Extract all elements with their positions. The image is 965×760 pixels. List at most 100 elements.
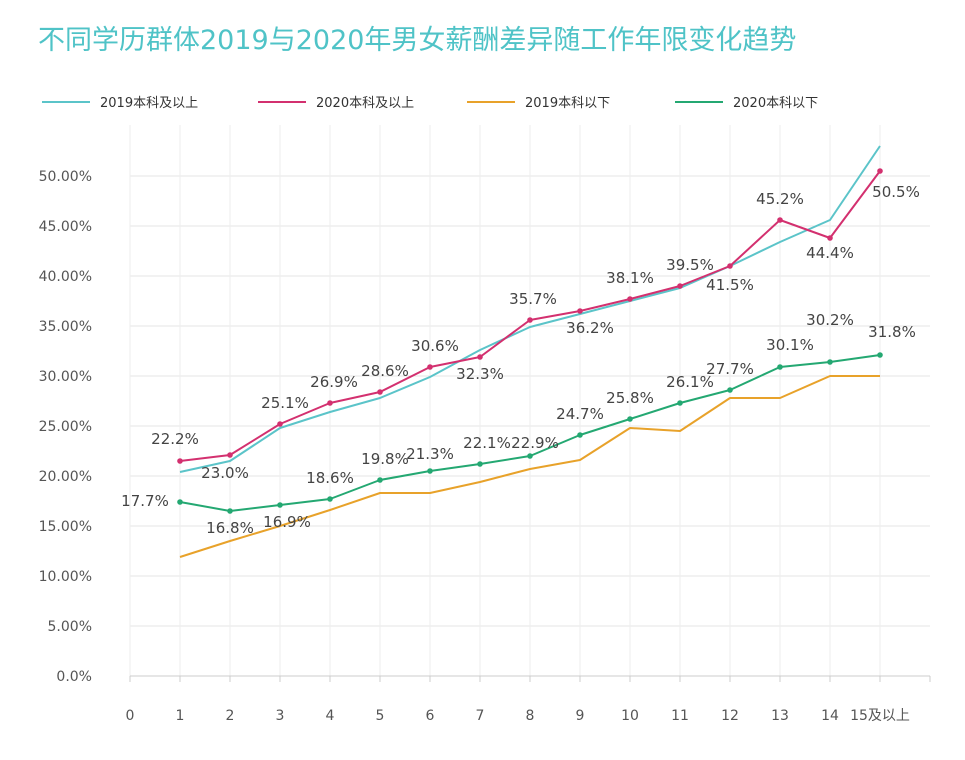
y-tick-label: 35.00% — [39, 319, 92, 335]
data-point — [477, 461, 483, 467]
x-tick-label: 1 — [176, 708, 185, 724]
x-tick-label: 12 — [721, 708, 739, 724]
data-point — [527, 317, 533, 323]
data-point — [177, 458, 183, 464]
data-label: 26.9% — [310, 373, 358, 391]
y-tick-label: 20.00% — [39, 469, 92, 485]
series-line-1 — [179, 145, 881, 473]
data-point — [677, 283, 683, 289]
legend-label: 2020本科及以上 — [316, 96, 414, 111]
data-label: 23.0% — [201, 464, 249, 482]
x-tick-label: 13 — [771, 708, 789, 724]
data-label: 50.5% — [872, 183, 920, 201]
x-axis-ticks: 0 1 2 3 4 5 6 7 8 9 10 11 12 13 14 15及以上 — [126, 708, 910, 724]
y-tick-label: 50.00% — [39, 169, 92, 185]
data-label: 16.8% — [206, 519, 254, 537]
data-point — [427, 364, 433, 370]
data-label: 21.3% — [406, 445, 454, 463]
data-point — [177, 499, 183, 505]
data-point — [827, 235, 833, 241]
x-tick-label: 15及以上 — [850, 708, 910, 724]
x-tick-label: 14 — [821, 708, 839, 724]
x-tick-label: 6 — [426, 708, 435, 724]
data-point — [377, 389, 383, 395]
data-point — [777, 217, 783, 223]
data-label: 18.6% — [306, 469, 354, 487]
data-point — [477, 354, 483, 360]
data-label: 26.1% — [666, 373, 714, 391]
data-label: 22.1% — [463, 434, 511, 452]
data-point — [627, 416, 633, 422]
data-label: 17.7% — [121, 492, 169, 510]
data-label: 22.2% — [151, 430, 199, 448]
data-label: 32.3% — [456, 365, 504, 383]
data-point — [427, 468, 433, 474]
data-label: 30.1% — [766, 336, 814, 354]
data-point — [877, 168, 883, 174]
data-point — [727, 263, 733, 269]
y-tick-label: 40.00% — [39, 269, 92, 285]
data-point — [327, 496, 333, 502]
chart-title: 不同学历群体2019与2020年男女薪酬差异随工作年限变化趋势 — [38, 25, 797, 56]
data-label: 30.6% — [411, 337, 459, 355]
x-tick-label: 3 — [276, 708, 285, 724]
data-point — [827, 359, 833, 365]
x-tick-label: 4 — [326, 708, 335, 724]
x-tick-label: 10 — [621, 708, 639, 724]
data-point — [277, 502, 283, 508]
y-tick-label: 25.00% — [39, 419, 92, 435]
y-axis-ticks: 0.0% 5.00% 10.00% 15.00% 20.00% 25.00% 30.00% 3… — [39, 169, 92, 685]
data-label: 28.6% — [361, 362, 409, 380]
data-point — [627, 296, 633, 302]
data-label: 25.8% — [606, 389, 654, 407]
data-point — [777, 364, 783, 370]
data-point — [227, 508, 233, 514]
data-label: 16.9% — [263, 513, 311, 531]
legend-label: 2020本科以下 — [733, 96, 818, 111]
data-point — [277, 421, 283, 427]
y-tick-label: 15.00% — [39, 519, 92, 535]
data-label: 30.2% — [806, 311, 854, 329]
series-line-3 — [179, 375, 880, 558]
x-tick-label: 11 — [671, 708, 689, 724]
x-tick-label: 8 — [526, 708, 535, 724]
data-label: 38.1% — [606, 269, 654, 287]
x-tick-label: 0 — [126, 708, 135, 724]
data-label: 41.5% — [706, 276, 754, 294]
data-point — [677, 400, 683, 406]
y-tick-label: 45.00% — [39, 219, 92, 235]
y-tick-label: 0.0% — [56, 669, 92, 685]
legend: 2019本科及以上 2020本科及以上 2019本科以下 2020本科以下 — [42, 96, 818, 111]
data-point — [577, 308, 583, 314]
data-label: 44.4% — [806, 244, 854, 262]
series-markers — [177, 168, 883, 514]
x-tick-label: 7 — [476, 708, 485, 724]
data-point — [377, 477, 383, 483]
data-label: 19.8% — [361, 450, 409, 468]
data-label: 27.7% — [706, 360, 754, 378]
grid — [129, 125, 930, 677]
x-tick-label: 5 — [376, 708, 385, 724]
y-tick-label: 30.00% — [39, 369, 92, 385]
data-label: 45.2% — [756, 190, 804, 208]
data-label: 22.9% — [511, 434, 559, 452]
data-label: 36.2% — [566, 319, 614, 337]
legend-label: 2019本科以下 — [525, 96, 610, 111]
data-point — [877, 352, 883, 358]
data-label: 39.5% — [666, 256, 714, 274]
legend-label: 2019本科及以上 — [100, 96, 198, 111]
data-point — [527, 453, 533, 459]
data-label: 25.1% — [261, 394, 309, 412]
y-tick-label: 5.00% — [48, 619, 92, 635]
data-label: 31.8% — [868, 323, 916, 341]
data-label: 35.7% — [509, 290, 557, 308]
x-tick-label: 2 — [226, 708, 235, 724]
data-point — [577, 432, 583, 438]
axes — [129, 675, 931, 682]
data-point — [327, 400, 333, 406]
data-point — [227, 452, 233, 458]
data-label: 24.7% — [556, 405, 604, 423]
x-tick-label: 9 — [576, 708, 585, 724]
data-point — [727, 387, 733, 393]
y-tick-label: 10.00% — [39, 569, 92, 585]
